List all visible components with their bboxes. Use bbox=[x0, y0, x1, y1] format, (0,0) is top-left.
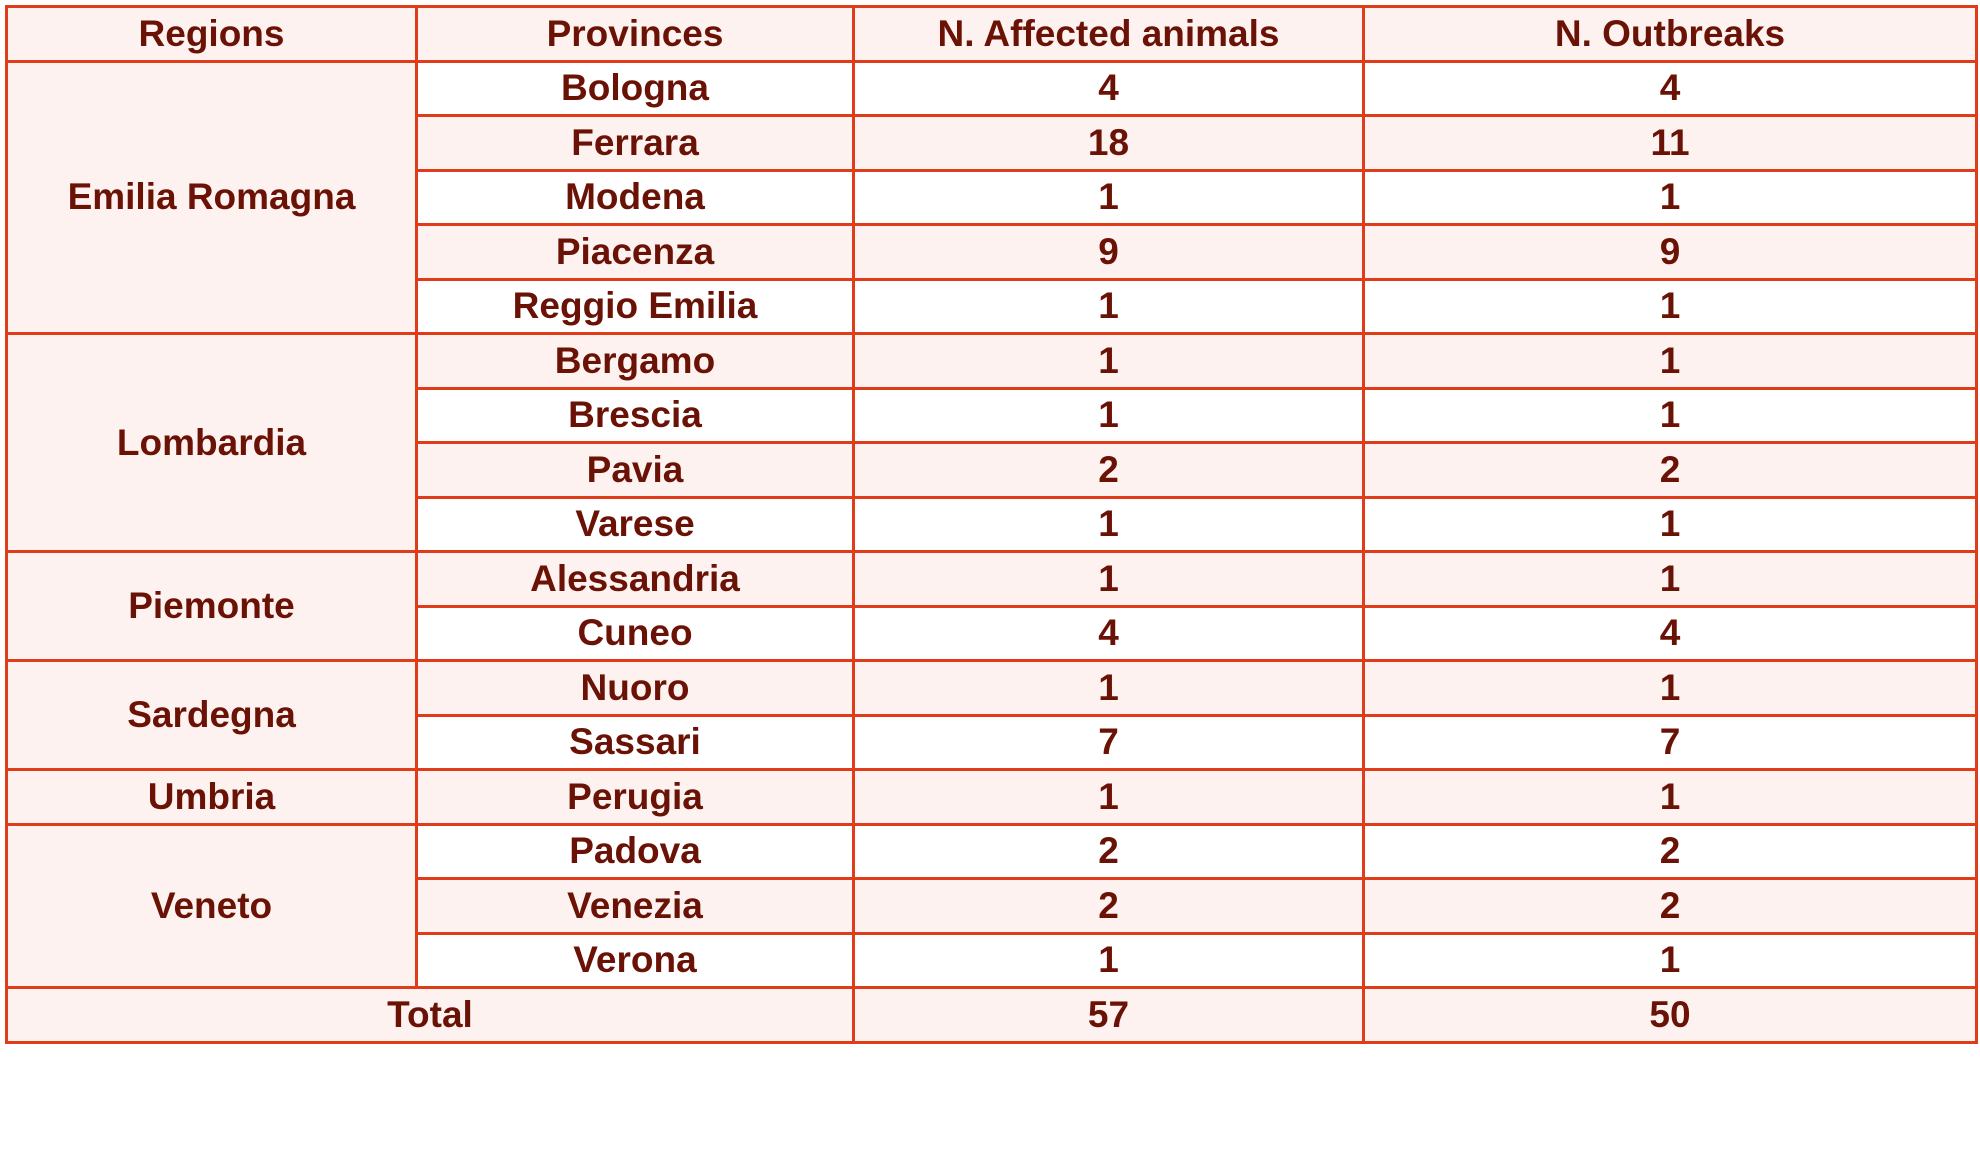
province-cell: Cuneo bbox=[415, 604, 855, 662]
affected-cell: 1 bbox=[852, 386, 1365, 444]
affected-cell: 1 bbox=[852, 659, 1365, 717]
table-row: Piacenza 9 9 bbox=[7, 223, 1978, 281]
outbreaks-cell: 2 bbox=[1362, 877, 1978, 935]
affected-cell: 1 bbox=[852, 495, 1365, 553]
province-cell: Varese bbox=[415, 495, 855, 553]
affected-cell: 7 bbox=[852, 713, 1365, 771]
province-cell: Venezia bbox=[415, 877, 855, 935]
table-row: Sassari 7 7 bbox=[7, 713, 1978, 771]
header-outbreaks: N. Outbreaks bbox=[1362, 5, 1978, 63]
province-cell: Verona bbox=[415, 931, 855, 989]
total-affected: 57 bbox=[852, 986, 1365, 1044]
outbreaks-cell: 1 bbox=[1362, 768, 1978, 826]
outbreaks-cell: 1 bbox=[1362, 495, 1978, 553]
outbreaks-cell: 1 bbox=[1362, 332, 1978, 390]
province-cell: Pavia bbox=[415, 441, 855, 499]
affected-cell: 9 bbox=[852, 223, 1365, 281]
table-row: Sardegna Nuoro 1 1 bbox=[5, 659, 1978, 771]
affected-cell: 18 bbox=[852, 114, 1365, 172]
table-row: Ferrara 18 11 bbox=[7, 114, 1978, 172]
table-row: Umbria Perugia 1 1 bbox=[5, 768, 1978, 826]
total-row: Total 57 50 bbox=[5, 986, 1978, 1044]
province-cell: Ferrara bbox=[415, 114, 855, 172]
outbreaks-cell: 1 bbox=[1362, 277, 1978, 335]
table-row: Veneto Padova 2 2 bbox=[5, 822, 1978, 989]
affected-cell: 2 bbox=[852, 877, 1365, 935]
table-body: Emilia Romagna Bologna 4 4 Ferrara 18 11 Modena… bbox=[5, 59, 1978, 989]
province-cell: Perugia bbox=[415, 768, 855, 826]
header-provinces: Provinces bbox=[415, 5, 855, 63]
region-cell: Umbria bbox=[5, 768, 418, 826]
table-row: Brescia 1 1 bbox=[7, 386, 1978, 444]
table-row: Reggio Emilia 1 1 bbox=[7, 277, 1978, 335]
province-cell: Padova bbox=[415, 822, 855, 880]
region-cell: Emilia Romagna bbox=[5, 59, 418, 335]
affected-cell: 2 bbox=[852, 822, 1365, 880]
province-cell: Bologna bbox=[415, 59, 855, 117]
outbreaks-cell: 4 bbox=[1362, 604, 1978, 662]
outbreaks-cell: 7 bbox=[1362, 713, 1978, 771]
affected-cell: 2 bbox=[852, 441, 1365, 499]
table-row: Verona 1 1 bbox=[7, 931, 1978, 989]
header-regions: Regions bbox=[5, 5, 418, 63]
outbreaks-table: Regions Provinces N. Affected animals N.… bbox=[5, 5, 1978, 1044]
affected-cell: 1 bbox=[852, 168, 1365, 226]
region-cell: Sardegna bbox=[5, 659, 418, 771]
outbreaks-cell: 1 bbox=[1362, 659, 1978, 717]
province-cell: Brescia bbox=[415, 386, 855, 444]
province-cell: Alessandria bbox=[415, 550, 855, 608]
table-row: Emilia Romagna Bologna 4 4 bbox=[5, 59, 1978, 335]
outbreaks-cell: 2 bbox=[1362, 441, 1978, 499]
affected-cell: 4 bbox=[852, 59, 1365, 117]
total-label: Total bbox=[5, 986, 855, 1044]
table-row: Modena 1 1 bbox=[7, 168, 1978, 226]
affected-cell: 1 bbox=[852, 768, 1365, 826]
affected-cell: 1 bbox=[852, 550, 1365, 608]
province-cell: Sassari bbox=[415, 713, 855, 771]
region-cell: Piemonte bbox=[5, 550, 418, 662]
region-cell: Lombardia bbox=[5, 332, 418, 553]
province-cell: Bergamo bbox=[415, 332, 855, 390]
table-row: Venezia 2 2 bbox=[7, 877, 1978, 935]
outbreaks-cell: 1 bbox=[1362, 550, 1978, 608]
outbreaks-cell: 11 bbox=[1362, 114, 1978, 172]
outbreaks-cell: 1 bbox=[1362, 168, 1978, 226]
outbreaks-cell: 1 bbox=[1362, 931, 1978, 989]
province-cell: Reggio Emilia bbox=[415, 277, 855, 335]
header-row: Regions Provinces N. Affected animals N.… bbox=[5, 5, 1978, 63]
outbreaks-cell: 1 bbox=[1362, 386, 1978, 444]
affected-cell: 4 bbox=[852, 604, 1365, 662]
header-affected-animals: N. Affected animals bbox=[852, 5, 1365, 63]
affected-cell: 1 bbox=[852, 931, 1365, 989]
region-cell: Veneto bbox=[5, 822, 418, 989]
table-row: Piemonte Alessandria 1 1 bbox=[5, 550, 1978, 662]
province-cell: Piacenza bbox=[415, 223, 855, 281]
table-row: Pavia 2 2 bbox=[7, 441, 1978, 499]
table-row: Lombardia Bergamo 1 1 bbox=[5, 332, 1978, 553]
outbreaks-cell: 9 bbox=[1362, 223, 1978, 281]
affected-cell: 1 bbox=[852, 277, 1365, 335]
total-outbreaks: 50 bbox=[1362, 986, 1978, 1044]
province-cell: Modena bbox=[415, 168, 855, 226]
affected-cell: 1 bbox=[852, 332, 1365, 390]
province-cell: Nuoro bbox=[415, 659, 855, 717]
table-row: Cuneo 4 4 bbox=[7, 604, 1978, 662]
outbreaks-cell: 4 bbox=[1362, 59, 1978, 117]
outbreaks-cell: 2 bbox=[1362, 822, 1978, 880]
table-row: Varese 1 1 bbox=[7, 495, 1978, 553]
